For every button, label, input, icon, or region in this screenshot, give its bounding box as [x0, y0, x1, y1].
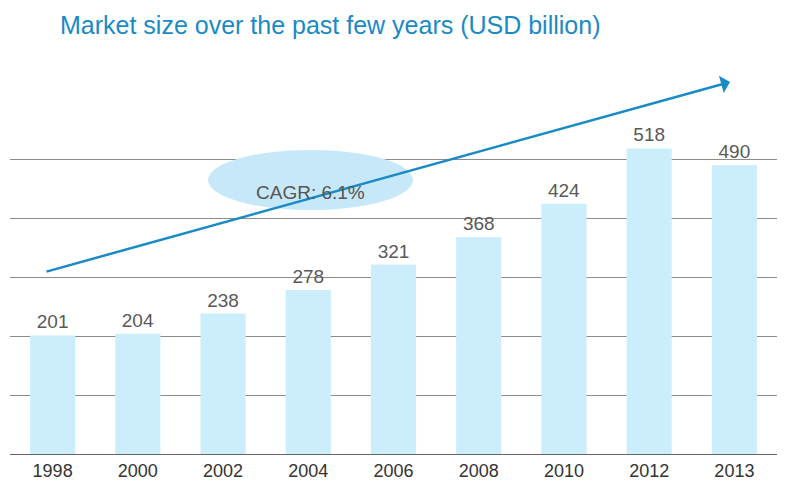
svg-text:368: 368 — [463, 213, 495, 234]
svg-text:201: 201 — [37, 311, 69, 332]
svg-text:2000: 2000 — [118, 461, 158, 481]
svg-text:1998: 1998 — [33, 461, 73, 481]
svg-text:2010: 2010 — [544, 461, 584, 481]
svg-text:2013: 2013 — [714, 461, 754, 481]
svg-text:Market size over the past few: Market size over the past few years (USD… — [60, 11, 600, 39]
svg-text:2006: 2006 — [373, 461, 413, 481]
svg-text:321: 321 — [378, 241, 410, 262]
svg-text:204: 204 — [122, 310, 154, 331]
svg-text:CAGR: 6.1%: CAGR: 6.1% — [256, 182, 365, 203]
svg-text:2008: 2008 — [459, 461, 499, 481]
svg-text:490: 490 — [719, 141, 751, 162]
svg-text:2002: 2002 — [203, 461, 243, 481]
svg-text:238: 238 — [207, 290, 239, 311]
svg-text:518: 518 — [633, 124, 665, 145]
svg-text:2012: 2012 — [629, 461, 669, 481]
svg-text:278: 278 — [292, 266, 324, 287]
svg-text:2004: 2004 — [288, 461, 328, 481]
svg-text:424: 424 — [548, 180, 580, 201]
